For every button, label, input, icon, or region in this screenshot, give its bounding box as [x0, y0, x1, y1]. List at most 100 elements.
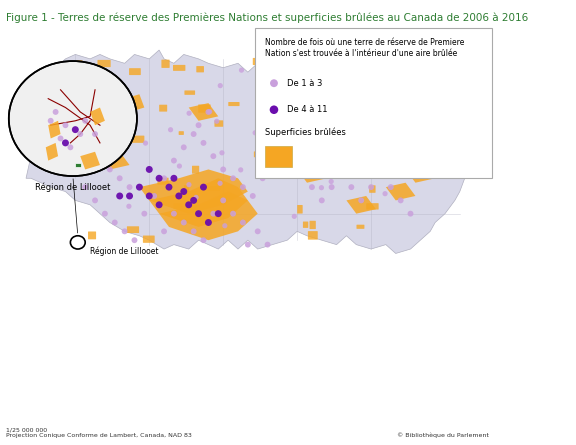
- FancyBboxPatch shape: [339, 125, 348, 133]
- Point: [61, 139, 70, 146]
- Point: [386, 183, 395, 190]
- Point: [140, 210, 149, 217]
- Point: [238, 219, 248, 226]
- Point: [100, 210, 109, 217]
- Point: [61, 121, 70, 129]
- Point: [110, 219, 119, 226]
- Text: Nombre de fois où une terre de réserve de Premiere
Nation s'est trouvée à l'inté: Nombre de fois où une terre de réserve d…: [265, 38, 464, 58]
- Point: [317, 197, 327, 204]
- FancyBboxPatch shape: [77, 60, 82, 69]
- Point: [120, 228, 129, 235]
- Point: [125, 183, 134, 190]
- FancyBboxPatch shape: [198, 105, 211, 113]
- FancyBboxPatch shape: [85, 131, 96, 135]
- Point: [189, 228, 198, 235]
- FancyBboxPatch shape: [308, 231, 318, 240]
- Point: [81, 117, 90, 124]
- Point: [209, 210, 218, 217]
- FancyBboxPatch shape: [143, 235, 155, 243]
- Point: [90, 130, 100, 138]
- FancyBboxPatch shape: [77, 73, 82, 79]
- FancyBboxPatch shape: [369, 185, 376, 193]
- Point: [236, 166, 245, 174]
- Point: [220, 222, 229, 229]
- Polygon shape: [297, 165, 327, 183]
- FancyBboxPatch shape: [255, 28, 492, 178]
- Text: © Bibliothèque du Parlement: © Bibliothèque du Parlement: [397, 433, 490, 438]
- FancyBboxPatch shape: [300, 122, 306, 128]
- Point: [327, 129, 336, 137]
- Point: [258, 175, 267, 182]
- Point: [270, 80, 279, 87]
- Point: [317, 184, 326, 191]
- Point: [337, 170, 346, 178]
- Point: [101, 93, 111, 101]
- Polygon shape: [124, 94, 145, 112]
- Point: [85, 139, 94, 146]
- Point: [229, 175, 238, 182]
- Point: [164, 183, 173, 190]
- Point: [263, 241, 272, 248]
- Point: [189, 197, 198, 204]
- Point: [81, 183, 90, 190]
- Point: [384, 146, 393, 154]
- FancyBboxPatch shape: [214, 120, 223, 127]
- Point: [406, 210, 415, 217]
- Point: [218, 166, 228, 173]
- FancyBboxPatch shape: [273, 108, 283, 113]
- FancyBboxPatch shape: [196, 66, 204, 73]
- Text: 1/25 000 000
Projection Conique Conforme de Lambert, Canada, NAD 83: 1/25 000 000 Projection Conique Conforme…: [6, 428, 192, 438]
- Point: [366, 183, 376, 190]
- Point: [130, 237, 139, 244]
- FancyBboxPatch shape: [275, 61, 285, 68]
- Text: Figure 1 - Terres de réserve des Premières Nations et superficies brûlées au Can: Figure 1 - Terres de réserve des Premièr…: [6, 12, 529, 23]
- FancyBboxPatch shape: [208, 186, 220, 191]
- Point: [174, 192, 183, 199]
- Point: [169, 175, 179, 182]
- Point: [270, 106, 279, 113]
- FancyBboxPatch shape: [408, 144, 418, 151]
- Point: [238, 183, 248, 190]
- Point: [184, 181, 194, 188]
- FancyBboxPatch shape: [104, 109, 109, 117]
- Point: [150, 192, 159, 199]
- FancyBboxPatch shape: [366, 203, 378, 210]
- Point: [381, 190, 390, 197]
- Point: [217, 149, 226, 156]
- Point: [218, 197, 228, 204]
- Polygon shape: [46, 143, 58, 161]
- Polygon shape: [139, 170, 248, 214]
- Point: [96, 130, 105, 138]
- Point: [253, 228, 262, 235]
- FancyBboxPatch shape: [113, 119, 124, 126]
- Polygon shape: [386, 183, 415, 200]
- Point: [189, 130, 198, 138]
- Point: [215, 82, 225, 89]
- Polygon shape: [80, 152, 100, 170]
- FancyBboxPatch shape: [114, 110, 124, 118]
- FancyBboxPatch shape: [108, 132, 113, 138]
- FancyBboxPatch shape: [309, 221, 316, 229]
- FancyBboxPatch shape: [329, 110, 337, 115]
- Polygon shape: [90, 121, 124, 147]
- Point: [56, 135, 65, 142]
- Point: [115, 175, 124, 182]
- FancyBboxPatch shape: [184, 90, 195, 95]
- Polygon shape: [159, 191, 257, 240]
- Point: [166, 126, 175, 134]
- Bar: [265, 146, 292, 167]
- Point: [154, 175, 164, 182]
- Point: [145, 192, 154, 199]
- FancyBboxPatch shape: [303, 222, 308, 228]
- FancyBboxPatch shape: [127, 227, 139, 233]
- Point: [357, 197, 366, 204]
- Point: [287, 153, 297, 160]
- Polygon shape: [48, 121, 60, 138]
- Text: Région de Lillooet: Région de Lillooet: [90, 247, 158, 256]
- FancyBboxPatch shape: [97, 60, 111, 67]
- FancyBboxPatch shape: [127, 128, 135, 137]
- Point: [282, 141, 291, 148]
- FancyBboxPatch shape: [179, 131, 184, 135]
- FancyBboxPatch shape: [173, 65, 185, 71]
- Point: [278, 139, 287, 146]
